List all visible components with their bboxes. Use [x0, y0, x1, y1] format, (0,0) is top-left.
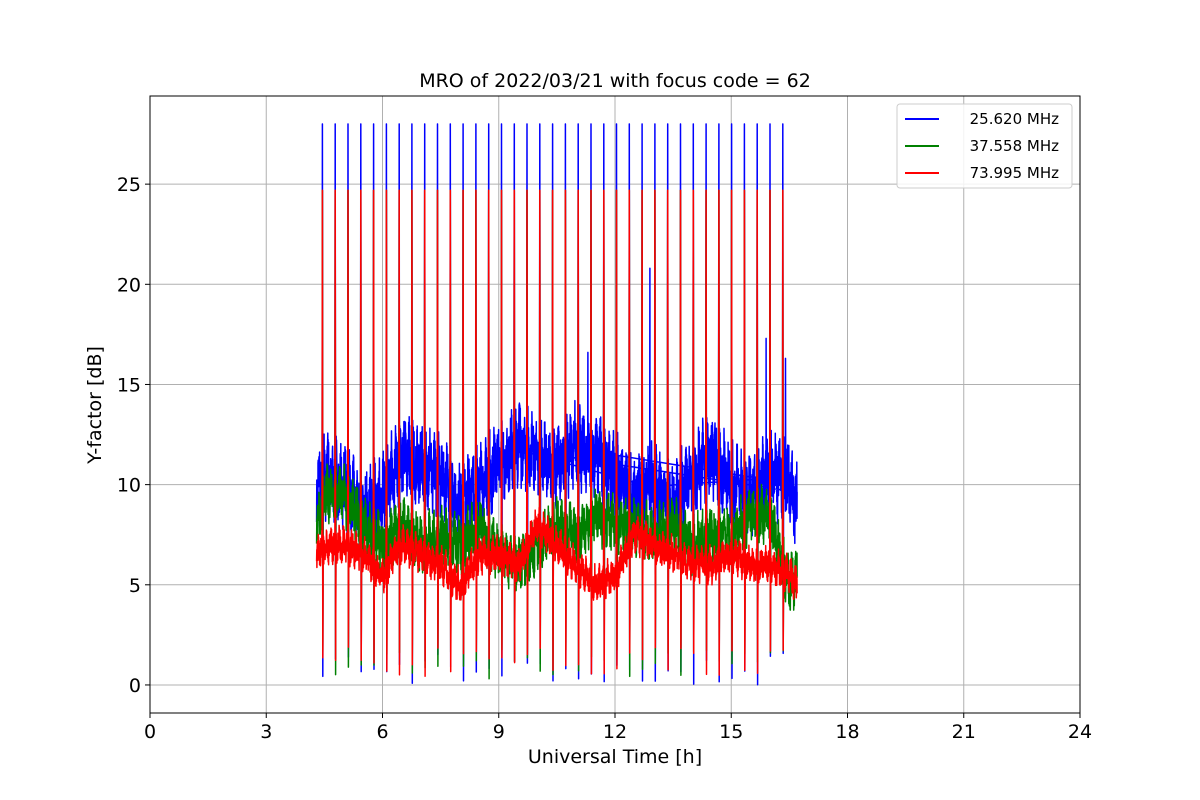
legend-label: 73.995 MHz	[970, 164, 1059, 182]
x-tick-label: 12	[603, 721, 627, 743]
y-tick-label: 20	[117, 274, 141, 296]
y-tick-label: 10	[117, 475, 141, 497]
x-tick-label: 18	[835, 721, 859, 743]
x-tick-label: 24	[1068, 721, 1092, 743]
legend-label: 37.558 MHz	[970, 137, 1059, 155]
x-tick-label: 21	[952, 721, 976, 743]
x-axis-label: Universal Time [h]	[528, 746, 702, 768]
x-tick-label: 9	[493, 721, 505, 743]
y-tick-label: 15	[117, 374, 141, 396]
x-tick-label: 6	[376, 721, 388, 743]
y-tick-label: 25	[117, 174, 141, 196]
legend-label: 25.620 MHz	[970, 110, 1059, 128]
y-axis-label: Y-factor [dB]	[84, 346, 106, 465]
chart-title: MRO of 2022/03/21 with focus code = 62	[419, 70, 811, 92]
legend-box	[896, 103, 1073, 189]
series-line	[315, 189, 798, 678]
legend: 25.620 MHz 37.558 MHz 73.995 MHz	[896, 103, 1073, 189]
x-tick-label: 3	[260, 721, 272, 743]
y-tick-label: 0	[129, 675, 141, 697]
x-axis: 0 3 6 9 12 15 18 21 24	[144, 713, 1092, 743]
x-tick-label: 0	[144, 721, 156, 743]
y-axis: 0 5 10 15 20 25	[117, 174, 150, 697]
y-tick-label: 5	[129, 575, 141, 597]
x-tick-label: 15	[719, 721, 743, 743]
series-layer	[315, 123, 798, 686]
